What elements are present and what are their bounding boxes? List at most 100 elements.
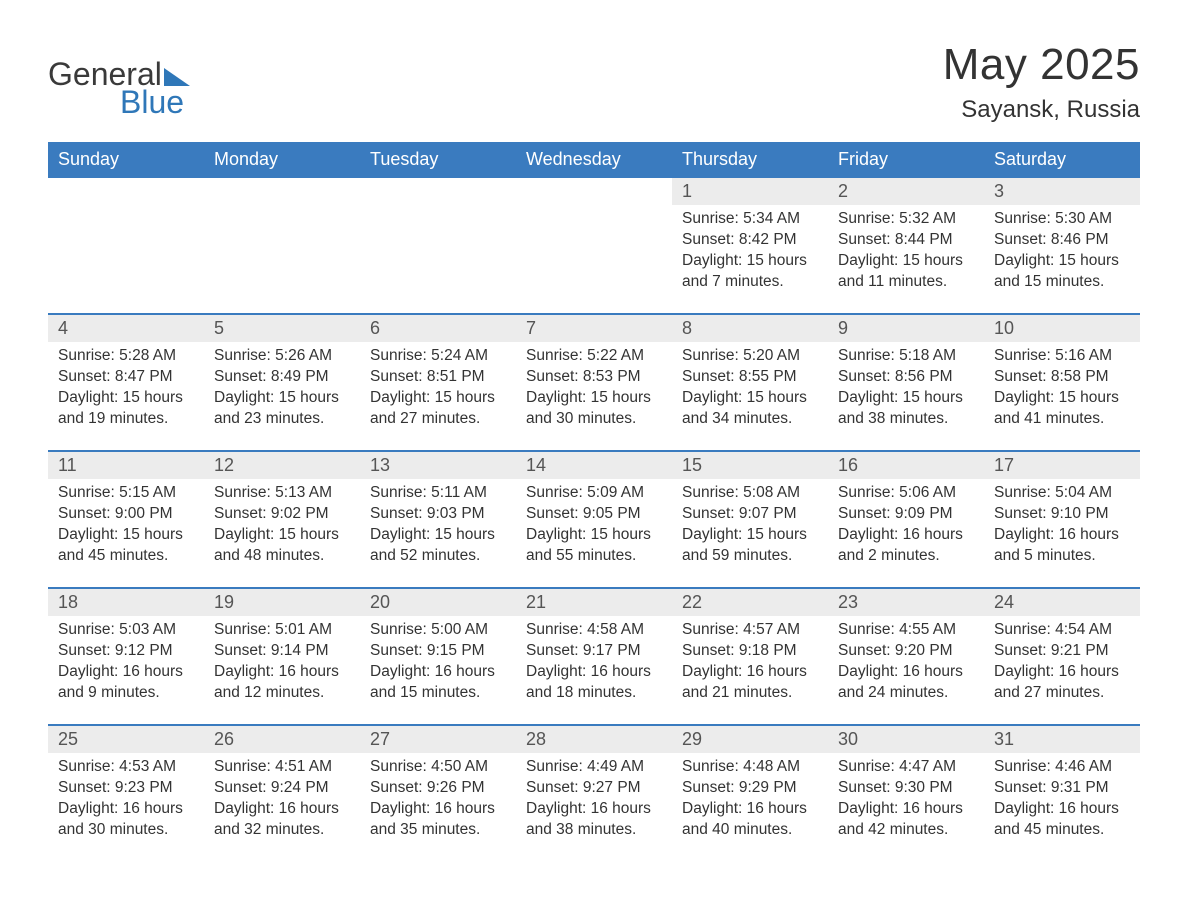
daylight-line: Daylight: 16 hours and 45 minutes. xyxy=(994,799,1130,841)
sunrise-line: Sunrise: 4:47 AM xyxy=(838,757,974,778)
day-number: 22 xyxy=(672,589,828,616)
day-cell: Sunrise: 5:00 AMSunset: 9:15 PMDaylight:… xyxy=(360,616,516,724)
day-number: 29 xyxy=(672,726,828,753)
sunset-line: Sunset: 9:00 PM xyxy=(58,504,194,525)
sunrise-line: Sunrise: 5:16 AM xyxy=(994,346,1130,367)
sunset-line: Sunset: 9:27 PM xyxy=(526,778,662,799)
day-cell: Sunrise: 5:26 AMSunset: 8:49 PMDaylight:… xyxy=(204,342,360,450)
day-cell: Sunrise: 5:18 AMSunset: 8:56 PMDaylight:… xyxy=(828,342,984,450)
calendar-header-row: SundayMondayTuesdayWednesdayThursdayFrid… xyxy=(48,142,1140,178)
page-title: May 2025 xyxy=(943,40,1140,90)
daylight-line: Daylight: 15 hours and 45 minutes. xyxy=(58,525,194,567)
day-number: 2 xyxy=(828,178,984,205)
day-cell: Sunrise: 5:03 AMSunset: 9:12 PMDaylight:… xyxy=(48,616,204,724)
sunrise-line: Sunrise: 5:00 AM xyxy=(370,620,506,641)
daylight-line: Daylight: 16 hours and 21 minutes. xyxy=(682,662,818,704)
sunset-line: Sunset: 9:17 PM xyxy=(526,641,662,662)
day-cell: Sunrise: 5:30 AMSunset: 8:46 PMDaylight:… xyxy=(984,205,1140,313)
daylight-line: Daylight: 16 hours and 32 minutes. xyxy=(214,799,350,841)
day-cell: Sunrise: 5:06 AMSunset: 9:09 PMDaylight:… xyxy=(828,479,984,587)
day-number: 10 xyxy=(984,315,1140,342)
day-number: 16 xyxy=(828,452,984,479)
day-cell: Sunrise: 5:22 AMSunset: 8:53 PMDaylight:… xyxy=(516,342,672,450)
sunset-line: Sunset: 9:23 PM xyxy=(58,778,194,799)
sunset-line: Sunset: 9:21 PM xyxy=(994,641,1130,662)
day-number-row: 25262728293031 xyxy=(48,724,1140,753)
sunrise-line: Sunrise: 5:32 AM xyxy=(838,209,974,230)
column-header: Wednesday xyxy=(516,142,672,178)
day-number: 17 xyxy=(984,452,1140,479)
sunrise-line: Sunrise: 5:30 AM xyxy=(994,209,1130,230)
day-cell: Sunrise: 4:54 AMSunset: 9:21 PMDaylight:… xyxy=(984,616,1140,724)
calendar-week: 18192021222324Sunrise: 5:03 AMSunset: 9:… xyxy=(48,587,1140,724)
daylight-line: Daylight: 15 hours and 23 minutes. xyxy=(214,388,350,430)
day-body-row: Sunrise: 5:34 AMSunset: 8:42 PMDaylight:… xyxy=(48,205,1140,313)
sunrise-line: Sunrise: 4:46 AM xyxy=(994,757,1130,778)
day-cell: Sunrise: 5:34 AMSunset: 8:42 PMDaylight:… xyxy=(672,205,828,313)
day-number: 31 xyxy=(984,726,1140,753)
day-body-row: Sunrise: 5:28 AMSunset: 8:47 PMDaylight:… xyxy=(48,342,1140,450)
empty-cell xyxy=(360,205,516,313)
daylight-line: Daylight: 15 hours and 52 minutes. xyxy=(370,525,506,567)
day-body-row: Sunrise: 5:03 AMSunset: 9:12 PMDaylight:… xyxy=(48,616,1140,724)
empty-cell xyxy=(360,178,516,205)
sunrise-line: Sunrise: 5:28 AM xyxy=(58,346,194,367)
daylight-line: Daylight: 15 hours and 55 minutes. xyxy=(526,525,662,567)
daylight-line: Daylight: 16 hours and 30 minutes. xyxy=(58,799,194,841)
column-header: Friday xyxy=(828,142,984,178)
day-number-row: 18192021222324 xyxy=(48,587,1140,616)
day-number: 28 xyxy=(516,726,672,753)
day-number: 12 xyxy=(204,452,360,479)
day-number: 9 xyxy=(828,315,984,342)
sunrise-line: Sunrise: 5:20 AM xyxy=(682,346,818,367)
sunrise-line: Sunrise: 5:24 AM xyxy=(370,346,506,367)
day-cell: Sunrise: 5:24 AMSunset: 8:51 PMDaylight:… xyxy=(360,342,516,450)
sunrise-line: Sunrise: 4:54 AM xyxy=(994,620,1130,641)
day-cell: Sunrise: 5:28 AMSunset: 8:47 PMDaylight:… xyxy=(48,342,204,450)
daylight-line: Daylight: 16 hours and 24 minutes. xyxy=(838,662,974,704)
daylight-line: Daylight: 15 hours and 38 minutes. xyxy=(838,388,974,430)
sunrise-line: Sunrise: 5:01 AM xyxy=(214,620,350,641)
day-cell: Sunrise: 4:55 AMSunset: 9:20 PMDaylight:… xyxy=(828,616,984,724)
sunrise-line: Sunrise: 5:13 AM xyxy=(214,483,350,504)
day-number: 23 xyxy=(828,589,984,616)
day-cell: Sunrise: 4:48 AMSunset: 9:29 PMDaylight:… xyxy=(672,753,828,861)
day-number: 8 xyxy=(672,315,828,342)
day-number-row: 123 xyxy=(48,178,1140,205)
sunset-line: Sunset: 9:20 PM xyxy=(838,641,974,662)
column-header: Tuesday xyxy=(360,142,516,178)
day-cell: Sunrise: 4:53 AMSunset: 9:23 PMDaylight:… xyxy=(48,753,204,861)
day-cell: Sunrise: 5:01 AMSunset: 9:14 PMDaylight:… xyxy=(204,616,360,724)
sunrise-line: Sunrise: 4:51 AM xyxy=(214,757,350,778)
daylight-line: Daylight: 15 hours and 19 minutes. xyxy=(58,388,194,430)
sunset-line: Sunset: 9:02 PM xyxy=(214,504,350,525)
calendar-week: 45678910Sunrise: 5:28 AMSunset: 8:47 PMD… xyxy=(48,313,1140,450)
day-cell: Sunrise: 5:16 AMSunset: 8:58 PMDaylight:… xyxy=(984,342,1140,450)
sunrise-line: Sunrise: 5:15 AM xyxy=(58,483,194,504)
calendar-body: 123Sunrise: 5:34 AMSunset: 8:42 PMDaylig… xyxy=(48,178,1140,861)
sunset-line: Sunset: 8:47 PM xyxy=(58,367,194,388)
sunrise-line: Sunrise: 4:48 AM xyxy=(682,757,818,778)
day-cell: Sunrise: 5:20 AMSunset: 8:55 PMDaylight:… xyxy=(672,342,828,450)
sunset-line: Sunset: 8:51 PM xyxy=(370,367,506,388)
day-number: 27 xyxy=(360,726,516,753)
daylight-line: Daylight: 15 hours and 30 minutes. xyxy=(526,388,662,430)
sunset-line: Sunset: 9:15 PM xyxy=(370,641,506,662)
empty-cell xyxy=(48,178,204,205)
sunset-line: Sunset: 9:03 PM xyxy=(370,504,506,525)
sunrise-line: Sunrise: 4:53 AM xyxy=(58,757,194,778)
sunrise-line: Sunrise: 5:04 AM xyxy=(994,483,1130,504)
sunset-line: Sunset: 8:42 PM xyxy=(682,230,818,251)
day-number: 18 xyxy=(48,589,204,616)
daylight-line: Daylight: 16 hours and 15 minutes. xyxy=(370,662,506,704)
empty-cell xyxy=(204,205,360,313)
page-subtitle: Sayansk, Russia xyxy=(943,96,1140,124)
daylight-line: Daylight: 15 hours and 48 minutes. xyxy=(214,525,350,567)
daylight-line: Daylight: 16 hours and 18 minutes. xyxy=(526,662,662,704)
sunset-line: Sunset: 8:55 PM xyxy=(682,367,818,388)
day-number: 14 xyxy=(516,452,672,479)
day-number: 4 xyxy=(48,315,204,342)
sunrise-line: Sunrise: 5:03 AM xyxy=(58,620,194,641)
daylight-line: Daylight: 15 hours and 27 minutes. xyxy=(370,388,506,430)
logo-word-2: Blue xyxy=(120,86,184,118)
